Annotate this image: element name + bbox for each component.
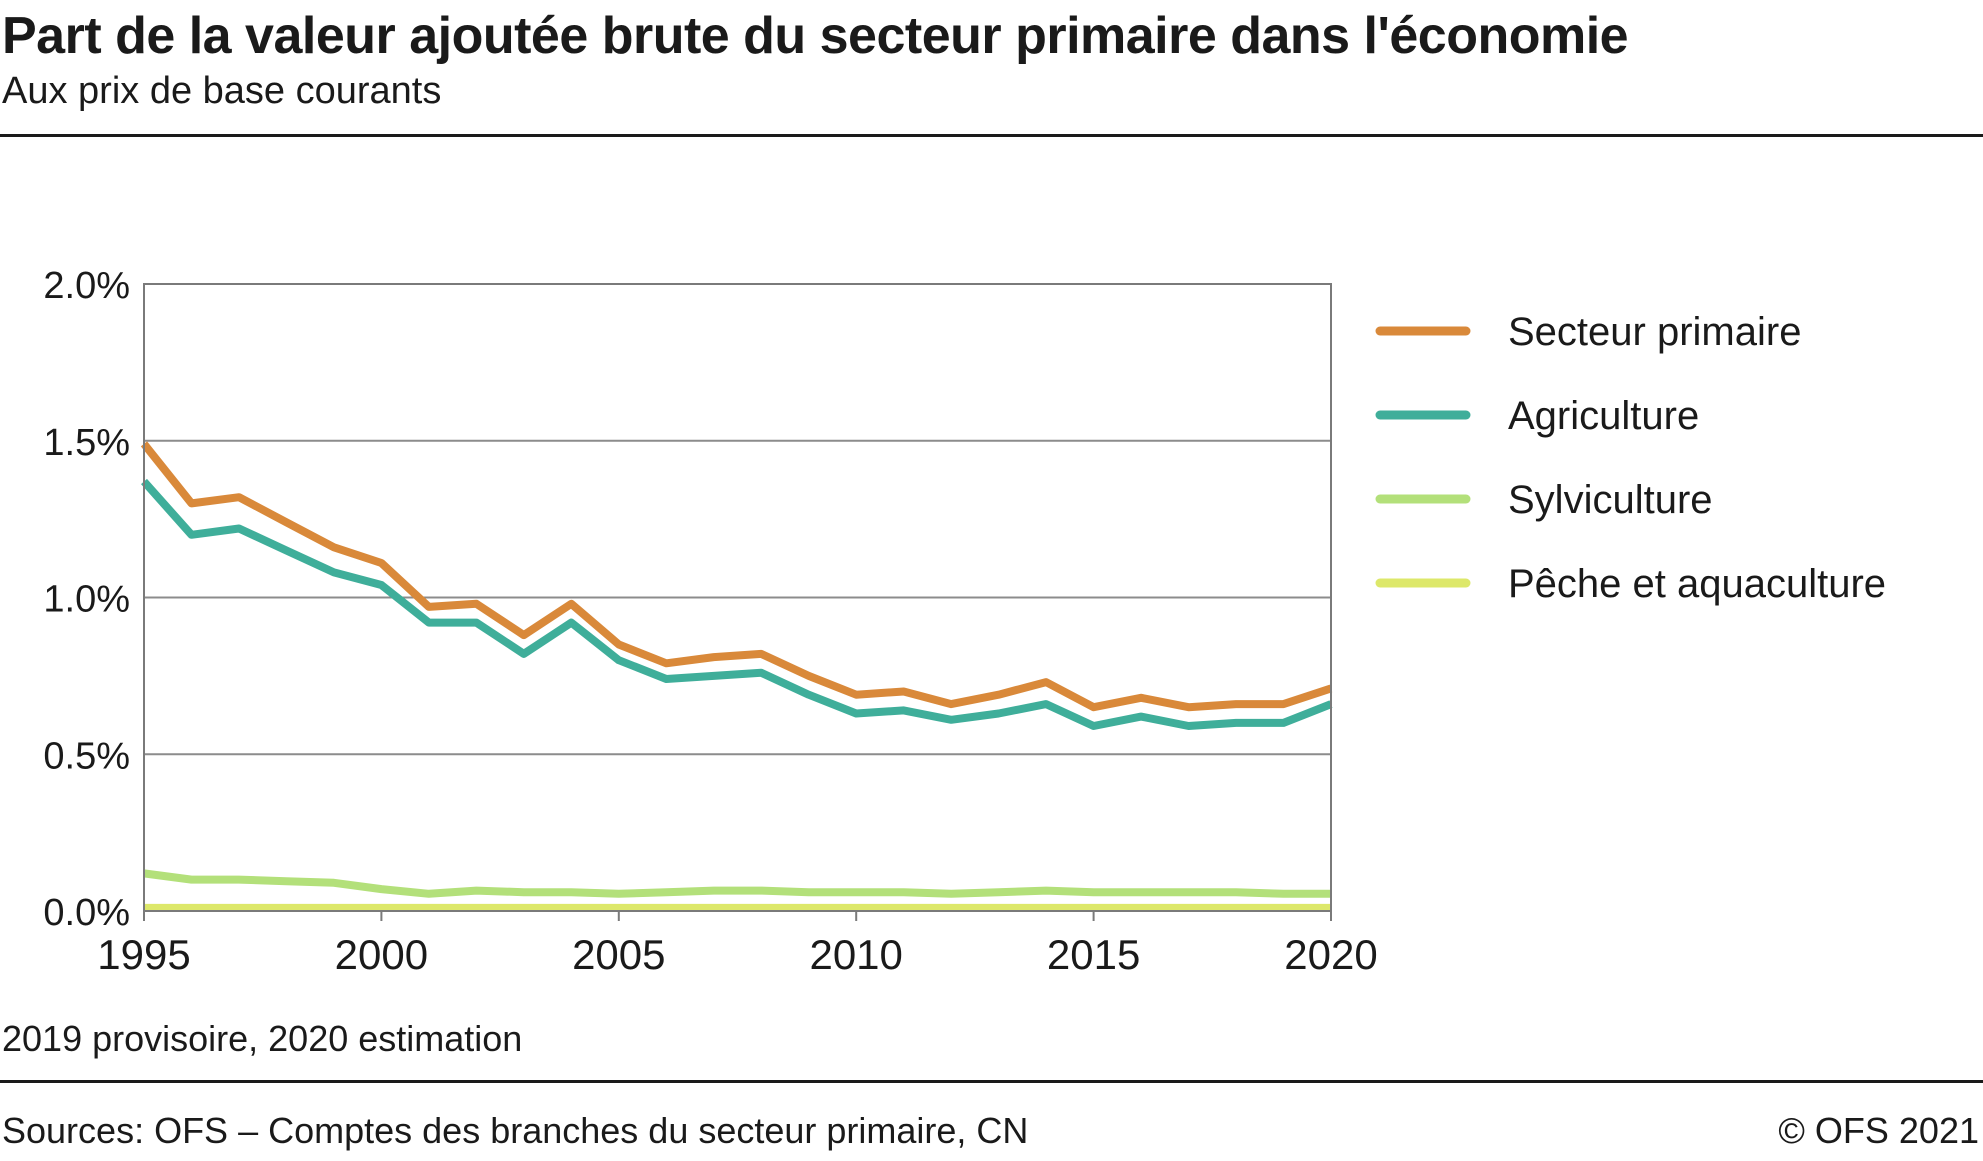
series-lines <box>140 441 1333 912</box>
x-tick-label: 2010 <box>809 931 902 978</box>
chart-title: Part de la valeur ajoutée brute du secte… <box>2 7 1629 65</box>
y-tick-label: 0.0% <box>43 892 130 934</box>
footnote: 2019 provisoire, 2020 estimation <box>2 1018 523 1059</box>
source-text: Sources: OFS – Comptes des branches du s… <box>2 1110 1029 1151</box>
copyright-text: © OFS 2021 <box>1778 1110 1979 1151</box>
x-tick-label: 1995 <box>97 931 190 978</box>
axis-labels: 0.0% 0.5% 1.0% 1.5% 2.0% 1995 2000 2005 2010 2015… <box>43 265 1377 978</box>
legend-label: Pêche et aquaculture <box>1508 562 1886 606</box>
series-line-0 <box>140 441 1333 712</box>
x-tick-label: 2020 <box>1284 931 1377 978</box>
x-tick-label: 2000 <box>335 931 428 978</box>
y-tick-label: 0.5% <box>43 735 130 777</box>
y-tick-label: 2.0% <box>43 265 130 307</box>
y-tick-label: 1.0% <box>43 579 130 621</box>
footer-divider <box>0 1080 1983 1083</box>
legend-label: Secteur primaire <box>1508 310 1801 354</box>
chart-subtitle: Aux prix de base courants <box>2 70 442 112</box>
gridlines <box>144 283 1331 912</box>
header-divider <box>0 134 1983 137</box>
plot-frame <box>143 283 1332 912</box>
line-chart: 0.0% 0.5% 1.0% 1.5% 2.0% 1995 2000 2005 2010 2015… <box>43 265 1886 978</box>
legend-label: Sylviculture <box>1508 478 1713 522</box>
series-line-2 <box>143 869 1331 898</box>
legend-label: Agriculture <box>1508 394 1699 438</box>
x-tick-label: 2015 <box>1047 931 1140 978</box>
legend: Secteur primaire Agriculture Sylviculture P… <box>1375 310 1886 606</box>
x-tick-label: 2005 <box>572 931 665 978</box>
series-line-1 <box>141 478 1333 730</box>
y-tick-label: 1.5% <box>43 422 130 464</box>
